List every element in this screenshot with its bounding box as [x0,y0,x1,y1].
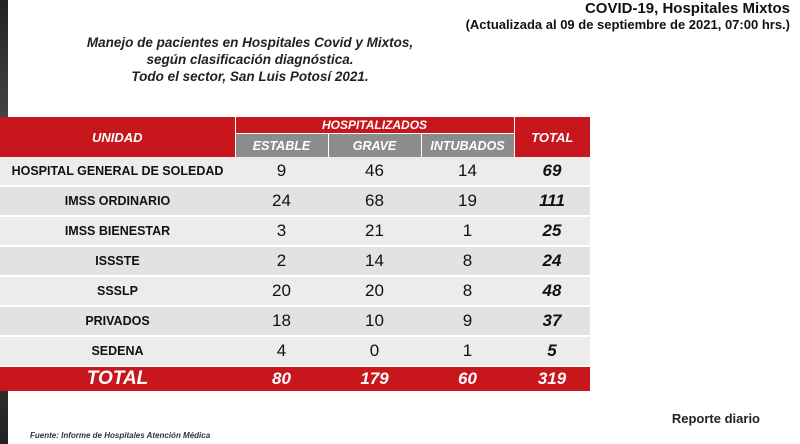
cell-intubados: 1 [421,216,514,247]
description: Manejo de pacientes en Hospitales Covid … [35,34,465,85]
header-intubados: INTUBADOS [420,133,514,157]
description-line-1: Manejo de pacientes en Hospitales Covid … [86,35,414,50]
table-row: IMSS ORDINARIO 24 68 19 111 [0,186,590,217]
cell-estable: 2 [235,246,328,277]
totals-intubados: 60 [421,366,514,391]
header-unidad: UNIDAD [0,117,235,157]
totals-total: 319 [514,366,590,391]
description-line-2: según clasificación diagnóstica. [146,52,354,67]
cell-grave: 68 [328,186,421,217]
cell-total: 5 [514,336,590,367]
source-note: Fuente: Informe de Hospitales Atención M… [30,431,211,440]
cell-unidad: SEDENA [0,336,235,367]
totals-label: TOTAL [0,366,235,391]
cell-unidad: SSSLP [0,276,235,307]
cell-estable: 24 [235,186,328,217]
cell-intubados: 9 [421,306,514,337]
totals-grave: 179 [328,366,421,391]
header-title: COVID-19, Hospitales Mixtos [584,0,790,17]
cell-intubados: 8 [421,276,514,307]
header-hospitalizados: HOSPITALIZADOS [234,117,515,134]
cell-unidad: IMSS ORDINARIO [0,186,235,217]
cell-estable: 20 [235,276,328,307]
cell-grave: 0 [328,336,421,367]
description-line-3: Todo el sector, San Luis Potosí 2021. [131,69,369,84]
cell-total: 24 [514,246,590,277]
cell-total: 69 [514,157,590,187]
totals-row: TOTAL 80 179 60 319 [0,366,590,391]
table-row: PRIVADOS 18 10 9 37 [0,306,590,337]
table-row: SEDENA 4 0 1 5 [0,336,590,367]
cell-estable: 18 [235,306,328,337]
cell-total: 37 [514,306,590,337]
table-row: ISSSTE 2 14 8 24 [0,246,590,277]
table-row: IMSS BIENESTAR 3 21 1 25 [0,216,590,247]
totals-estable: 80 [235,366,328,391]
header-grave: GRAVE [327,133,421,157]
header-total: TOTAL [513,117,590,157]
cell-total: 25 [514,216,590,247]
cell-estable: 3 [235,216,328,247]
cell-intubados: 14 [421,157,514,187]
cell-estable: 4 [235,336,328,367]
cell-unidad: ISSSTE [0,246,235,277]
cell-grave: 21 [328,216,421,247]
cell-grave: 46 [328,157,421,187]
cell-total: 48 [514,276,590,307]
cell-estable: 9 [235,157,328,187]
table-row: HOSPITAL GENERAL DE SOLEDAD 9 46 14 69 [0,157,590,187]
header-estable: ESTABLE [234,133,328,157]
cell-grave: 20 [328,276,421,307]
cell-total: 111 [514,186,590,217]
cell-intubados: 1 [421,336,514,367]
header-subtitle: (Actualizada al 09 de septiembre de 2021… [465,17,790,32]
cell-intubados: 8 [421,246,514,277]
table-row: SSSLP 20 20 8 48 [0,276,590,307]
cell-unidad: IMSS BIENESTAR [0,216,235,247]
cell-unidad: PRIVADOS [0,306,235,337]
daily-report-label: Reporte diario [671,411,760,426]
cell-intubados: 19 [421,186,514,217]
cell-grave: 10 [328,306,421,337]
cell-unidad: HOSPITAL GENERAL DE SOLEDAD [0,157,235,187]
cell-grave: 14 [328,246,421,277]
hospital-table: UNIDAD HOSPITALIZADOS TOTAL ESTABLE GRAV… [0,117,590,391]
